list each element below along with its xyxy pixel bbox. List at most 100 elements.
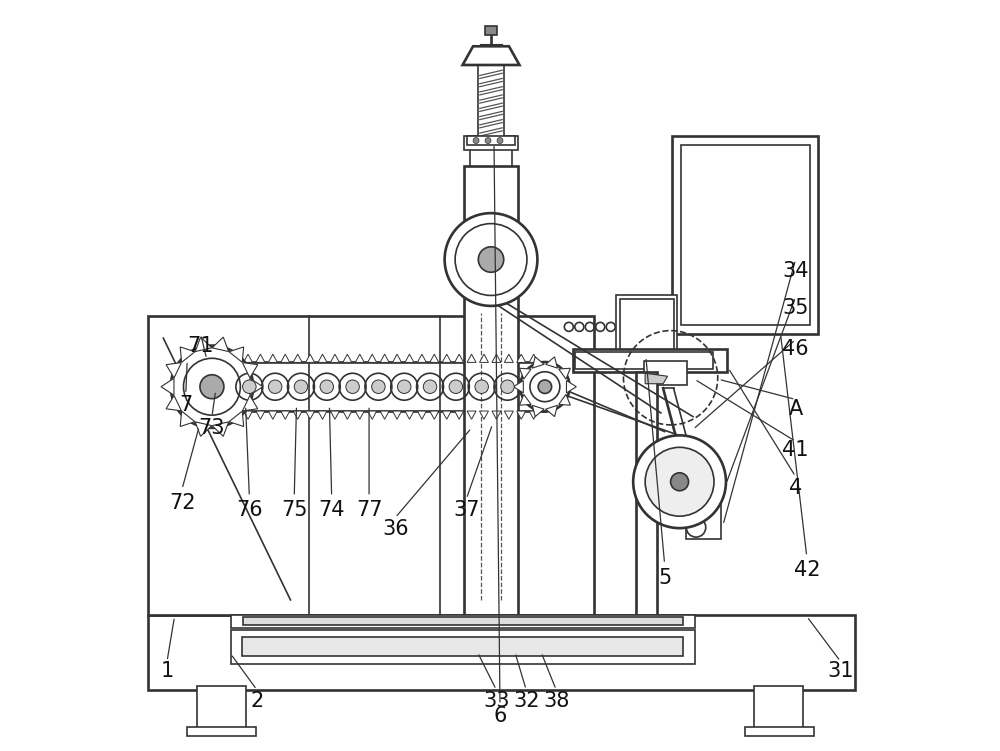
Polygon shape <box>368 354 377 363</box>
Polygon shape <box>405 411 414 419</box>
Polygon shape <box>442 411 451 419</box>
Bar <box>485 26 497 35</box>
Text: A: A <box>788 400 803 419</box>
Polygon shape <box>343 354 352 363</box>
Circle shape <box>475 380 488 394</box>
Polygon shape <box>492 411 501 419</box>
Polygon shape <box>244 354 252 363</box>
Bar <box>616 295 677 357</box>
Bar <box>672 136 818 334</box>
Bar <box>573 349 727 372</box>
Polygon shape <box>393 411 402 419</box>
Bar <box>187 727 256 736</box>
Text: 6: 6 <box>493 706 507 726</box>
Text: 7: 7 <box>179 396 192 415</box>
Polygon shape <box>546 406 557 417</box>
Text: 42: 42 <box>794 560 820 580</box>
Circle shape <box>501 380 514 394</box>
Bar <box>686 499 721 538</box>
Polygon shape <box>645 373 668 384</box>
Text: 32: 32 <box>513 691 539 711</box>
Polygon shape <box>268 411 277 419</box>
Polygon shape <box>519 368 531 379</box>
Text: 34: 34 <box>782 261 809 281</box>
Polygon shape <box>559 394 570 406</box>
Circle shape <box>346 380 359 394</box>
Polygon shape <box>244 411 252 419</box>
Text: 31: 31 <box>827 661 854 681</box>
Bar <box>745 727 814 736</box>
Text: 74: 74 <box>318 500 345 520</box>
Text: 33: 33 <box>483 691 510 711</box>
Polygon shape <box>256 354 265 363</box>
Polygon shape <box>517 411 526 419</box>
Polygon shape <box>566 381 576 393</box>
Polygon shape <box>463 47 519 65</box>
Bar <box>620 299 674 353</box>
Polygon shape <box>180 411 195 427</box>
Polygon shape <box>195 337 212 351</box>
Circle shape <box>171 345 253 428</box>
Polygon shape <box>343 411 352 419</box>
Bar <box>636 372 657 615</box>
Polygon shape <box>532 406 544 417</box>
Polygon shape <box>161 379 174 395</box>
Circle shape <box>397 380 411 394</box>
Text: 73: 73 <box>199 418 225 438</box>
Bar <box>148 615 855 689</box>
Circle shape <box>645 448 714 516</box>
Bar <box>754 686 803 731</box>
Polygon shape <box>330 354 339 363</box>
Polygon shape <box>180 347 195 362</box>
Circle shape <box>485 137 491 143</box>
Polygon shape <box>166 396 181 411</box>
Bar <box>644 361 687 385</box>
Polygon shape <box>492 354 501 363</box>
Polygon shape <box>306 354 315 363</box>
Polygon shape <box>405 354 414 363</box>
Text: 36: 36 <box>382 519 409 539</box>
Circle shape <box>633 436 726 528</box>
Polygon shape <box>242 396 258 411</box>
Bar <box>231 630 695 664</box>
Polygon shape <box>306 411 315 419</box>
Circle shape <box>243 380 256 394</box>
Polygon shape <box>532 357 544 368</box>
Polygon shape <box>380 411 389 419</box>
Circle shape <box>268 380 282 394</box>
Polygon shape <box>529 354 538 363</box>
Bar <box>243 617 683 625</box>
Polygon shape <box>355 411 364 419</box>
Text: 37: 37 <box>453 500 480 520</box>
Circle shape <box>200 375 224 399</box>
Text: 76: 76 <box>236 500 263 520</box>
Polygon shape <box>430 411 439 419</box>
Circle shape <box>423 380 437 394</box>
Bar <box>470 147 512 166</box>
Polygon shape <box>417 354 426 363</box>
Polygon shape <box>455 411 464 419</box>
Polygon shape <box>519 394 531 406</box>
Bar <box>148 315 594 615</box>
Polygon shape <box>430 354 439 363</box>
Polygon shape <box>242 363 258 378</box>
Text: 2: 2 <box>250 691 263 711</box>
Polygon shape <box>467 411 476 419</box>
Polygon shape <box>219 354 228 363</box>
Polygon shape <box>195 422 212 436</box>
Circle shape <box>538 380 552 394</box>
Polygon shape <box>330 411 339 419</box>
Polygon shape <box>380 354 389 363</box>
Polygon shape <box>318 354 327 363</box>
Polygon shape <box>504 411 513 419</box>
Circle shape <box>320 380 334 394</box>
Circle shape <box>520 362 570 412</box>
Polygon shape <box>546 357 557 368</box>
Polygon shape <box>368 411 377 419</box>
Text: 77: 77 <box>356 500 382 520</box>
Text: 35: 35 <box>782 298 809 318</box>
Circle shape <box>294 380 308 394</box>
Circle shape <box>449 380 463 394</box>
Polygon shape <box>229 411 244 427</box>
Text: 38: 38 <box>543 691 569 711</box>
